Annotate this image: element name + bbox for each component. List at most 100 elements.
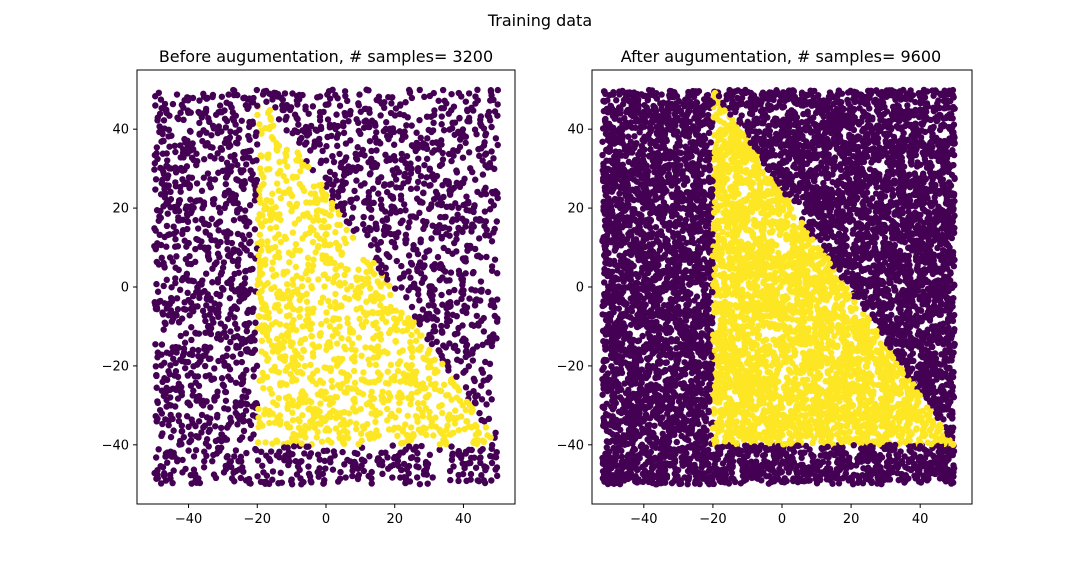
scatter-point-class-0 xyxy=(226,366,234,373)
scatter-point-class-0 xyxy=(421,93,428,101)
scatter-point-class-0 xyxy=(178,427,186,435)
scatter-point-class-0 xyxy=(403,122,410,129)
scatter-point-class-0 xyxy=(179,274,187,282)
scatter-point-class-0 xyxy=(267,448,275,455)
scatter-point-class-0 xyxy=(175,115,182,123)
scatter-point-class-0 xyxy=(353,226,360,233)
scatter-point-class-0 xyxy=(357,182,365,189)
scatter-point-class-0 xyxy=(153,280,160,288)
scatter-point-class-1 xyxy=(399,347,406,354)
scatter-point-class-0 xyxy=(152,341,159,348)
scatter-point-class-0 xyxy=(382,264,389,272)
scatter-point-class-0 xyxy=(245,154,253,161)
scatter-point-class-0 xyxy=(281,456,288,464)
scatter-point-class-0 xyxy=(305,463,312,470)
scatter-point-class-1 xyxy=(359,323,367,331)
scatter-point-class-1 xyxy=(407,338,414,346)
scatter-point-class-1 xyxy=(317,400,324,407)
scatter-point-class-0 xyxy=(330,181,337,188)
scatter-point-class-0 xyxy=(254,457,262,464)
scatter-point-class-1 xyxy=(407,401,414,408)
scatter-point-class-0 xyxy=(436,264,443,272)
scatter-point-class-1 xyxy=(277,195,285,202)
scatter-point-class-1 xyxy=(269,440,276,447)
scatter-point-class-0 xyxy=(448,157,455,165)
scatter-point-class-0 xyxy=(341,169,348,177)
scatter-point-class-1 xyxy=(415,405,423,412)
scatter-point-class-1 xyxy=(355,334,363,341)
scatter-point-class-1 xyxy=(317,299,324,306)
scatter-point-class-0 xyxy=(167,394,174,401)
scatter-point-class-0 xyxy=(461,257,468,264)
scatter-point-class-0 xyxy=(161,125,168,132)
scatter-point-class-0 xyxy=(238,117,245,124)
scatter-point-class-0 xyxy=(216,102,224,109)
scatter-point-class-0 xyxy=(478,472,485,479)
scatter-point-class-0 xyxy=(316,113,324,120)
scatter-point-class-0 xyxy=(174,243,182,250)
scatter-point-class-1 xyxy=(310,411,318,418)
scatter-point-class-0 xyxy=(599,177,607,185)
scatter-point-class-0 xyxy=(367,242,375,249)
scatter-point-class-0 xyxy=(188,203,195,210)
scatter-point-class-0 xyxy=(426,451,434,459)
scatter-point-class-0 xyxy=(429,139,436,146)
scatter-point-class-0 xyxy=(355,127,363,135)
scatter-point-class-0 xyxy=(218,155,225,163)
scatter-point-class-1 xyxy=(362,318,370,325)
scatter-point-class-0 xyxy=(224,452,231,460)
scatter-point-class-0 xyxy=(301,450,308,457)
scatter-point-class-0 xyxy=(167,433,175,441)
scatter-point-class-0 xyxy=(307,147,314,154)
scatter-point-class-0 xyxy=(214,309,222,316)
scatter-point-class-0 xyxy=(250,431,257,438)
scatter-point-class-0 xyxy=(164,175,171,182)
scatter-point-class-0 xyxy=(186,252,193,260)
scatter-point-class-0 xyxy=(373,223,380,230)
scatter-point-class-0 xyxy=(324,133,331,141)
scatter-point-class-0 xyxy=(375,265,383,272)
scatter-point-class-0 xyxy=(373,147,380,154)
scatter-point-class-0 xyxy=(349,463,357,470)
scatter-point-class-1 xyxy=(266,419,273,427)
scatter-point-class-0 xyxy=(198,110,206,117)
scatter-point-class-0 xyxy=(173,253,180,260)
scatter-point-class-1 xyxy=(254,281,261,289)
scatter-point-class-0 xyxy=(417,172,425,180)
scatter-point-class-0 xyxy=(316,141,323,148)
scatter-point-class-1 xyxy=(299,412,306,419)
scatter-point-class-1 xyxy=(334,330,341,337)
scatter-point-class-0 xyxy=(161,319,168,326)
scatter-point-class-1 xyxy=(316,377,324,384)
scatter-point-class-0 xyxy=(488,445,495,452)
scatter-point-class-0 xyxy=(459,291,467,298)
scatter-point-class-1 xyxy=(413,328,421,335)
scatter-point-class-0 xyxy=(439,329,446,336)
scatter-point-class-0 xyxy=(417,236,424,243)
scatter-point-class-0 xyxy=(298,457,305,465)
scatter-point-class-0 xyxy=(468,228,475,235)
scatter-point-class-0 xyxy=(220,469,228,476)
scatter-point-class-0 xyxy=(279,96,287,104)
scatter-point-class-1 xyxy=(309,238,317,246)
scatter-point-class-0 xyxy=(309,166,317,174)
scatter-point-class-0 xyxy=(364,231,371,239)
scatter-point-class-0 xyxy=(465,114,473,122)
scatter-point-class-0 xyxy=(175,266,182,274)
scatter-point-class-1 xyxy=(412,412,420,420)
scatter-point-class-0 xyxy=(446,126,453,133)
scatter-point-class-0 xyxy=(230,248,237,255)
scatter-point-class-0 xyxy=(293,97,301,104)
scatter-point-class-1 xyxy=(395,407,403,414)
scatter-point-class-0 xyxy=(373,129,380,136)
scatter-point-class-1 xyxy=(370,345,377,353)
scatter-point-class-1 xyxy=(425,375,433,382)
scatter-point-class-0 xyxy=(166,350,174,357)
scatter-point-class-0 xyxy=(172,169,180,176)
scatter-point-class-0 xyxy=(251,329,258,336)
scatter-point-class-0 xyxy=(431,327,439,335)
scatter-point-class-1 xyxy=(396,399,403,407)
scatter-point-class-0 xyxy=(412,443,420,451)
scatter-point-class-0 xyxy=(472,176,479,183)
scatter-point-class-0 xyxy=(158,432,165,440)
